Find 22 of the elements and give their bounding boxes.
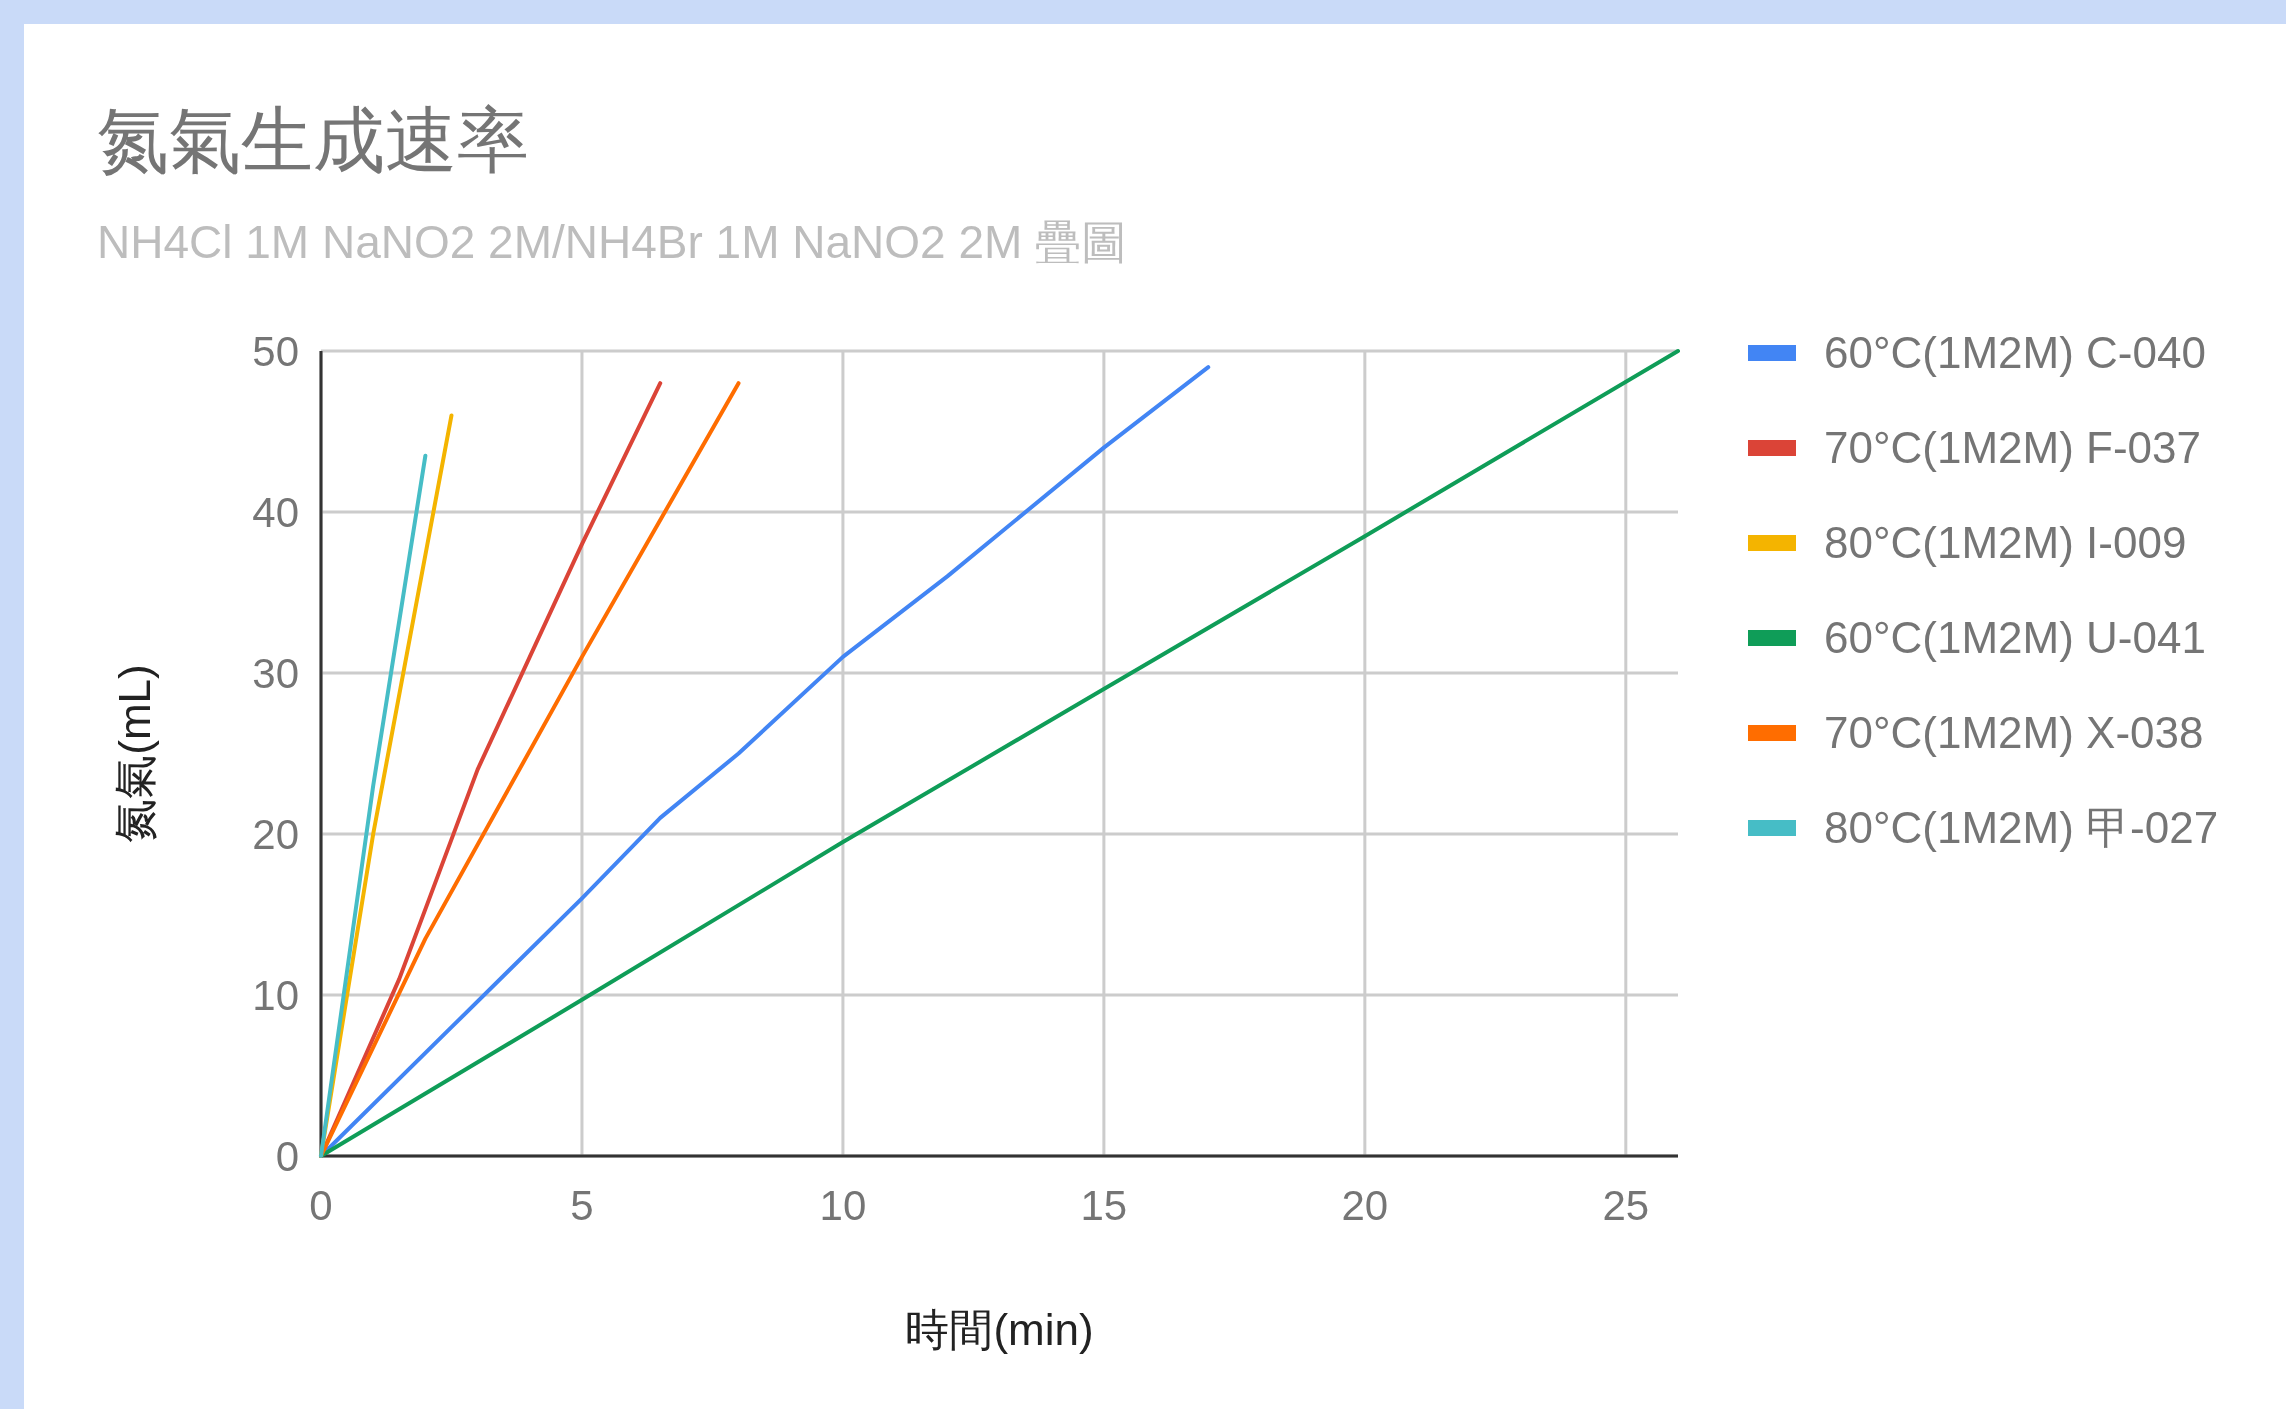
- x-tick-label: 20: [1341, 1182, 1389, 1229]
- legend-label: 70°C(1M2M) X-038: [1824, 708, 2204, 757]
- legend-label: 80°C(1M2M) I-009: [1824, 518, 2187, 567]
- chart-subtitle: NH4Cl 1M NaNO2 2M/NH4Br 1M NaNO2 2M 疊圖: [97, 216, 1128, 268]
- x-tick-label: 15: [1080, 1182, 1128, 1229]
- y-tick-label: 40: [252, 489, 299, 536]
- y-tick-label: 20: [252, 811, 299, 858]
- y-tick-label: 10: [252, 972, 299, 1019]
- x-tick-label: 25: [1602, 1182, 1650, 1229]
- chart-title: 氮氣生成速率: [97, 100, 529, 180]
- x-tick-label: 5: [570, 1182, 594, 1229]
- y-tick-label: 30: [252, 650, 299, 697]
- x-axis-title: 時間(min): [905, 1305, 1094, 1354]
- x-tick-label: 10: [819, 1182, 867, 1229]
- y-tick-label: 0: [275, 1133, 299, 1180]
- y-tick-label: 50: [252, 328, 299, 375]
- legend-label: 80°C(1M2M) 甲-027: [1824, 803, 2219, 852]
- y-axis-title: 氮氣(mL): [110, 664, 159, 843]
- legend-label: 60°C(1M2M) C-040: [1824, 328, 2206, 377]
- legend-label: 60°C(1M2M) U-041: [1824, 613, 2206, 662]
- x-tick-label: 0: [309, 1182, 333, 1229]
- legend-label: 70°C(1M2M) F-037: [1824, 423, 2202, 472]
